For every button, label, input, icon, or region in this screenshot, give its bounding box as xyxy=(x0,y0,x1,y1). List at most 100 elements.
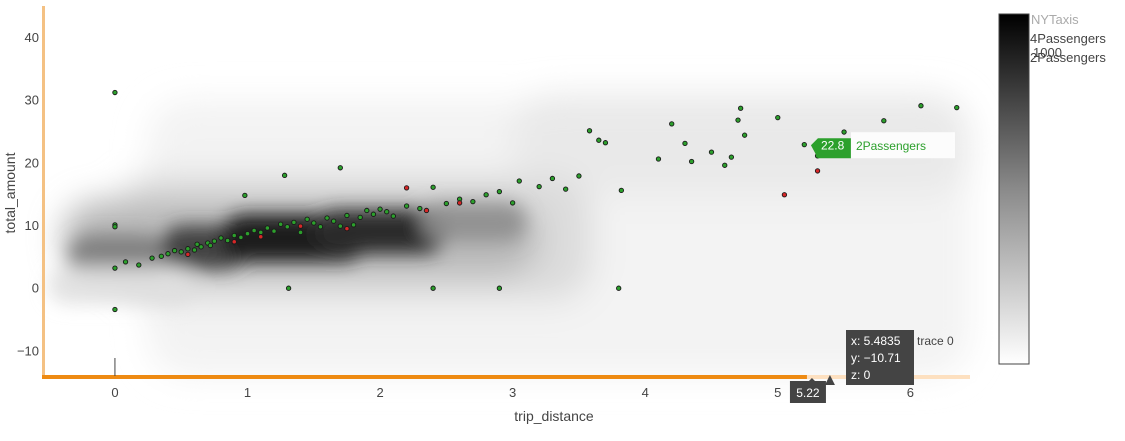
scatter-points[interactable] xyxy=(112,89,960,313)
data-point[interactable] xyxy=(112,265,118,271)
data-point[interactable] xyxy=(194,241,200,247)
data-point[interactable] xyxy=(337,165,343,171)
data-point[interactable] xyxy=(238,234,244,241)
data-point[interactable] xyxy=(443,200,450,207)
data-point[interactable] xyxy=(881,118,887,124)
data-point[interactable] xyxy=(344,212,350,219)
y-axis-line[interactable] xyxy=(42,6,45,376)
data-point[interactable] xyxy=(483,192,489,198)
data-point[interactable] xyxy=(149,255,155,261)
data-point[interactable] xyxy=(596,137,602,143)
data-point[interactable] xyxy=(775,114,781,121)
series-4passengers[interactable] xyxy=(185,168,821,257)
data-point[interactable] xyxy=(841,129,847,135)
data-point[interactable] xyxy=(576,173,582,179)
data-point[interactable] xyxy=(602,140,609,146)
data-point[interactable] xyxy=(357,214,363,220)
data-point[interactable] xyxy=(735,117,741,123)
data-point[interactable] xyxy=(801,141,807,148)
data-point[interactable] xyxy=(211,238,218,244)
data-point[interactable] xyxy=(728,154,735,160)
data-point[interactable] xyxy=(281,172,288,178)
data-point[interactable] xyxy=(370,211,377,217)
data-point[interactable] xyxy=(470,199,476,205)
data-point[interactable] xyxy=(171,247,178,254)
data-point[interactable] xyxy=(297,229,304,236)
series-2passengers[interactable] xyxy=(112,89,960,313)
data-point[interactable] xyxy=(496,285,503,291)
data-point[interactable] xyxy=(271,228,277,234)
data-point[interactable] xyxy=(158,253,164,259)
data-point[interactable] xyxy=(430,184,436,190)
data-point[interactable] xyxy=(738,105,744,111)
data-point[interactable] xyxy=(264,225,271,231)
data-point[interactable] xyxy=(682,140,688,146)
data-point[interactable] xyxy=(291,219,297,226)
data-point[interactable] xyxy=(191,247,198,253)
data-point[interactable] xyxy=(918,103,924,109)
data-point[interactable] xyxy=(112,224,118,230)
data-point[interactable] xyxy=(954,104,960,111)
data-point[interactable] xyxy=(350,222,357,228)
data-point[interactable] xyxy=(618,187,624,194)
data-point[interactable] xyxy=(655,156,662,162)
data-point[interactable] xyxy=(317,224,324,230)
data-point[interactable] xyxy=(297,223,304,229)
data-point[interactable] xyxy=(403,185,410,191)
data-point[interactable] xyxy=(112,89,118,96)
data-point[interactable] xyxy=(364,207,370,214)
data-point[interactable] xyxy=(258,229,264,236)
data-point[interactable] xyxy=(741,132,748,138)
data-point[interactable] xyxy=(231,232,237,239)
data-point[interactable] xyxy=(722,162,728,168)
data-point[interactable] xyxy=(344,225,350,232)
data-point[interactable] xyxy=(277,221,284,227)
data-point[interactable] xyxy=(384,209,390,215)
data-point[interactable] xyxy=(403,203,410,209)
data-point[interactable] xyxy=(304,216,310,222)
data-point[interactable] xyxy=(563,186,569,192)
data-point[interactable] xyxy=(669,121,675,127)
data-point[interactable] xyxy=(112,306,118,313)
data-point[interactable] xyxy=(688,158,695,165)
data-point[interactable] xyxy=(285,285,292,291)
x-axis-line[interactable] xyxy=(42,375,970,379)
data-point[interactable] xyxy=(516,178,522,184)
data-point[interactable] xyxy=(218,235,224,241)
data-point[interactable] xyxy=(165,251,171,257)
data-point[interactable] xyxy=(136,262,142,268)
data-point[interactable] xyxy=(390,213,396,219)
data-point[interactable] xyxy=(231,239,237,245)
data-point[interactable] xyxy=(586,128,593,134)
data-point[interactable] xyxy=(616,285,622,291)
data-point[interactable] xyxy=(251,227,257,234)
data-point[interactable] xyxy=(496,188,503,195)
data-point[interactable] xyxy=(224,237,231,244)
data-point[interactable] xyxy=(549,175,556,182)
data-point[interactable] xyxy=(242,192,248,199)
data-point[interactable] xyxy=(430,285,436,291)
data-point[interactable] xyxy=(337,223,343,229)
data-point[interactable] xyxy=(509,200,516,206)
data-point[interactable] xyxy=(185,251,191,257)
data-point[interactable] xyxy=(122,259,129,265)
data-point[interactable] xyxy=(417,205,423,212)
data-point[interactable] xyxy=(258,234,264,240)
data-point[interactable] xyxy=(781,192,788,198)
data-point[interactable] xyxy=(536,183,542,190)
data-point[interactable] xyxy=(708,149,715,155)
data-point[interactable] xyxy=(814,168,821,174)
data-point[interactable] xyxy=(324,215,330,221)
data-point[interactable] xyxy=(311,220,317,226)
data-point[interactable] xyxy=(185,246,191,252)
data-point[interactable] xyxy=(331,218,337,224)
data-point[interactable] xyxy=(377,206,383,212)
data-point[interactable] xyxy=(284,224,290,230)
data-point[interactable] xyxy=(456,200,463,206)
data-point[interactable] xyxy=(198,244,204,250)
data-point[interactable] xyxy=(178,249,184,255)
data-point[interactable] xyxy=(423,207,430,214)
